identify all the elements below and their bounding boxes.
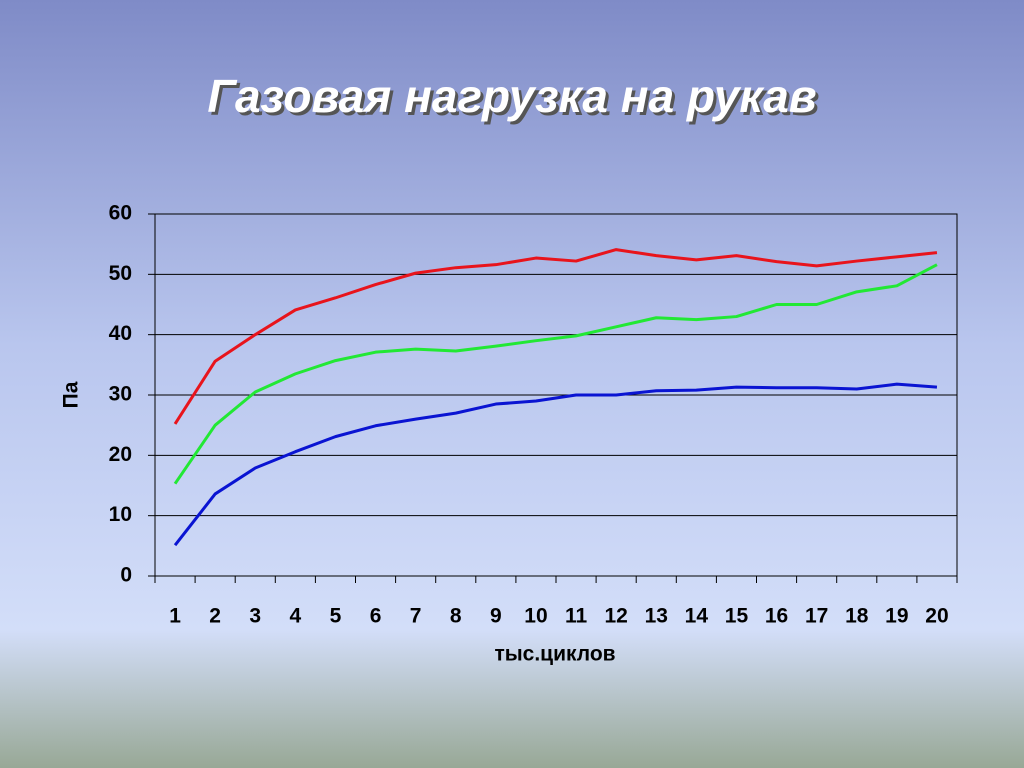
x-tick-label: 17 [805, 605, 828, 628]
y-tick-label: 40 [109, 322, 132, 345]
x-tick-label: 2 [209, 605, 221, 628]
chart-title: Газовая нагрузка на рукав [207, 70, 816, 122]
x-tick-label: 15 [725, 605, 749, 628]
x-tick-label: 8 [450, 605, 462, 628]
x-tick-label: 4 [290, 605, 302, 628]
series-line [173, 248, 938, 425]
y-axis-label: Па [60, 381, 83, 408]
x-tick-label: 10 [524, 605, 547, 628]
x-tick-label: 1 [169, 605, 181, 628]
x-tick-label: 20 [925, 605, 948, 628]
x-axis-label: тыс.циклов [494, 643, 615, 666]
x-tick-label: 16 [765, 605, 788, 628]
x-tick-label: 9 [490, 605, 502, 628]
y-tick-label: 0 [120, 564, 132, 587]
x-tick-label: 12 [604, 605, 627, 628]
x-tick-label: 13 [645, 605, 668, 628]
x-tick-label: 3 [249, 605, 261, 628]
x-tick-label: 5 [330, 605, 342, 628]
x-tick-label: 19 [885, 605, 908, 628]
y-tick-label: 30 [109, 383, 132, 406]
x-tick-label: 14 [685, 605, 709, 628]
x-tick-label: 18 [845, 605, 869, 628]
chart-title-shadow: Газовая нагрузка на рукав [210, 73, 819, 125]
y-tick-label: 50 [109, 262, 132, 285]
x-tick-label: 6 [370, 605, 382, 628]
x-tick-label: 7 [410, 605, 422, 628]
y-tick-label: 60 [109, 202, 132, 225]
y-tick-label: 10 [109, 503, 132, 526]
x-tick-label: 11 [565, 605, 588, 628]
series-line [173, 382, 938, 547]
y-tick-label: 20 [109, 443, 132, 466]
series-line [173, 263, 938, 485]
